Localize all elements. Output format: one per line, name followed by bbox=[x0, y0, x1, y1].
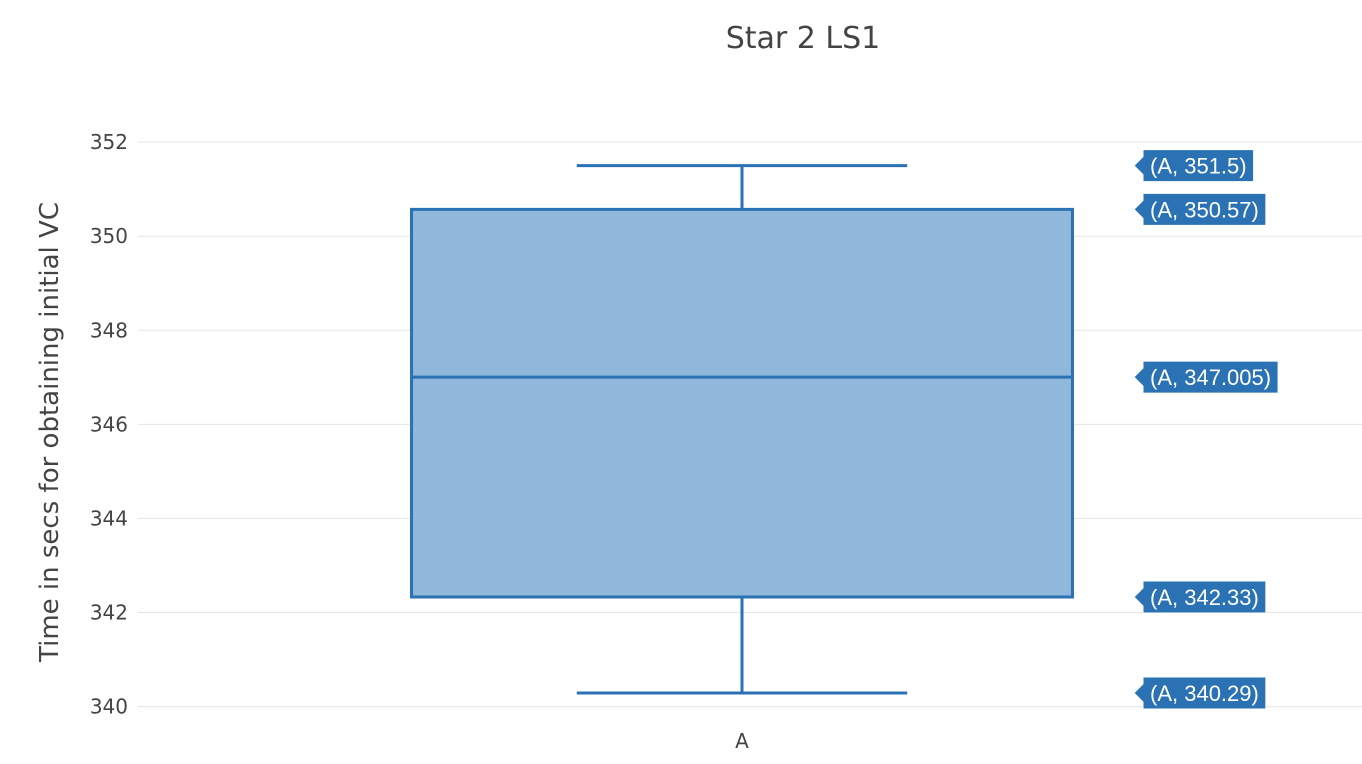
hover-label-bg bbox=[1133, 149, 1255, 183]
x-tick-labels: A bbox=[735, 729, 749, 753]
chart-title: Star 2 LS1 bbox=[726, 21, 881, 56]
y-tick-labels: 340 342 344 346 348 350 352 bbox=[90, 130, 128, 718]
boxes[interactable] bbox=[410, 164, 1074, 695]
hover-label: (A, 350.57) bbox=[1133, 192, 1267, 226]
y-tick-label: 346 bbox=[90, 412, 128, 436]
y-tick-label: 344 bbox=[90, 506, 128, 530]
hover-label-text: (A, 347.005) bbox=[1150, 365, 1271, 390]
x-tick-label: A bbox=[735, 729, 749, 753]
box-A[interactable] bbox=[410, 164, 1074, 695]
hover-label-text: (A, 351.5) bbox=[1150, 154, 1247, 179]
y-tick-label: 350 bbox=[90, 224, 128, 248]
hover-label-text: (A, 350.57) bbox=[1150, 197, 1259, 222]
hover-label: (A, 351.5) bbox=[1133, 149, 1255, 183]
hover-label: (A, 347.005) bbox=[1133, 360, 1279, 394]
hover-label-bg bbox=[1133, 676, 1267, 710]
hover-label-bg bbox=[1133, 580, 1267, 614]
hover-label-text: (A, 342.33) bbox=[1150, 585, 1259, 610]
iqr-box[interactable] bbox=[410, 207, 1074, 599]
y-tick-label: 342 bbox=[90, 601, 128, 625]
hover-labels: (A, 351.5) (A, 350.57) (A, 347.005) (A, 342… bbox=[1133, 149, 1279, 710]
hover-label-bg bbox=[1133, 192, 1267, 226]
hover-label: (A, 340.29) bbox=[1133, 676, 1267, 710]
y-tick-label: 340 bbox=[90, 695, 128, 719]
hover-label-text: (A, 340.29) bbox=[1150, 681, 1259, 706]
hover-label-bg bbox=[1133, 360, 1279, 394]
y-tick-label: 348 bbox=[90, 318, 128, 342]
y-axis-label: Time in secs for obtaining initial VC bbox=[35, 202, 65, 663]
y-tick-label: 352 bbox=[90, 130, 128, 154]
hover-label: (A, 342.33) bbox=[1133, 580, 1267, 614]
